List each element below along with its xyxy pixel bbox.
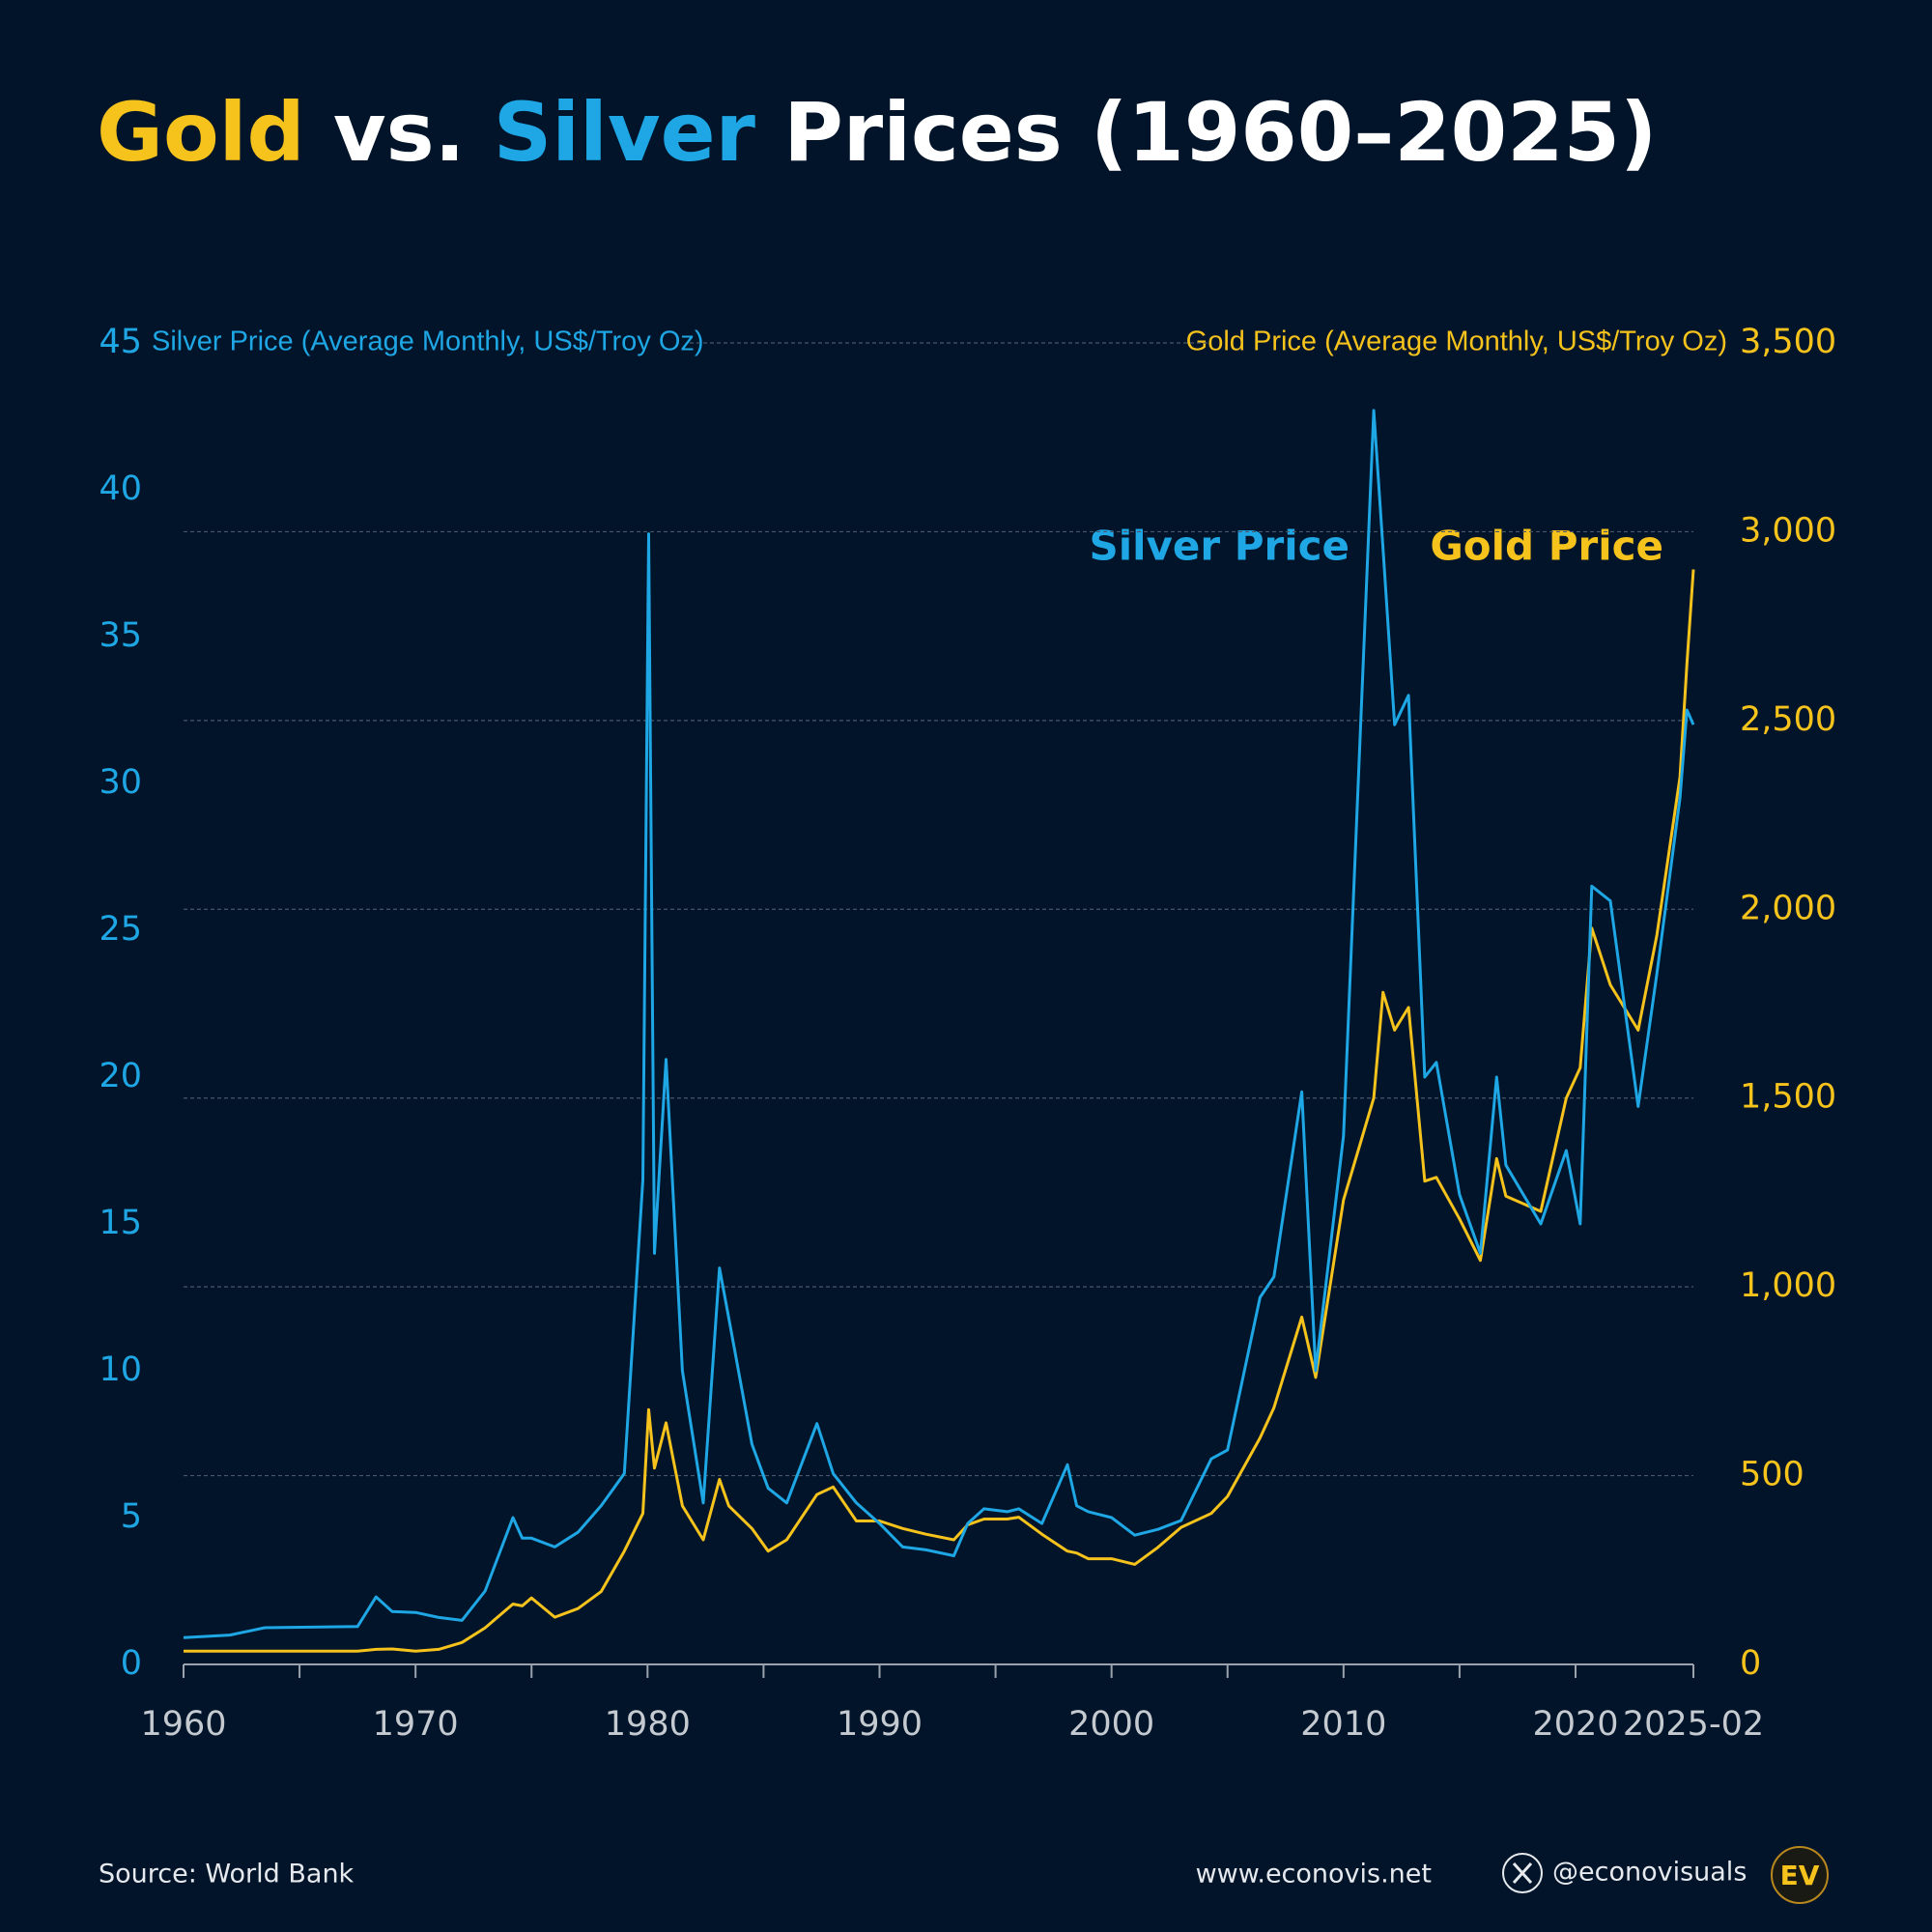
y-tick-label: 30 — [99, 763, 142, 802]
x-tick-label: 1980 — [605, 1705, 691, 1744]
y-tick-label: 20 — [99, 1057, 142, 1095]
y-tick-label: 45 — [99, 323, 142, 361]
title-part: Prices (1960–2025) — [755, 85, 1657, 180]
x-tick-label: 2010 — [1300, 1705, 1386, 1744]
source: Source: World Bank — [99, 1860, 355, 1889]
y2-tick-label: 3,000 — [1740, 511, 1836, 550]
y-tick-label: 5 — [121, 1497, 142, 1536]
y-axis-label: Silver Price (Average Monthly, US$/Troy … — [152, 327, 704, 357]
y2-tick-label: 1,500 — [1740, 1078, 1836, 1117]
x-tick-label: 2025-02 — [1623, 1705, 1764, 1744]
y-tick-label: 15 — [99, 1204, 142, 1242]
series-line — [184, 569, 1695, 1653]
y2-tick-label: 3,500 — [1740, 323, 1836, 361]
y2-axis-label: Gold Price (Average Monthly, US$/Troy Oz… — [1186, 327, 1727, 357]
y-tick-label: 35 — [99, 616, 142, 655]
website: www.econovis.net — [1196, 1860, 1432, 1889]
title-part: vs. — [305, 85, 494, 180]
x-tick-label: 2020 — [1532, 1705, 1618, 1744]
title-part: Silver — [494, 85, 756, 180]
y2-tick-label: 0 — [1740, 1644, 1761, 1683]
x-tick-label: 1970 — [373, 1705, 459, 1744]
y-tick-label: 10 — [99, 1350, 142, 1389]
series-line — [183, 409, 1695, 1639]
annotation: Silver Price — [1089, 523, 1350, 570]
x-tick-label: 1990 — [837, 1705, 923, 1744]
y2-tick-label: 500 — [1740, 1456, 1804, 1494]
x-icon — [1502, 1853, 1543, 1893]
y2-tick-label: 1,000 — [1740, 1266, 1836, 1305]
annotation: Gold Price — [1430, 523, 1663, 570]
logo-text: EV — [1780, 1860, 1820, 1891]
y-tick-label: 40 — [99, 469, 142, 508]
logo — [1771, 1846, 1829, 1904]
y2-tick-label: 2,500 — [1740, 700, 1836, 739]
x-tick-label: 2000 — [1068, 1705, 1154, 1744]
handle: @econovisuals — [1552, 1858, 1747, 1888]
title-part: Gold — [97, 85, 305, 180]
y-tick-label: 25 — [99, 910, 142, 949]
y2-tick-label: 2,000 — [1740, 889, 1836, 927]
chart-title: Gold vs. Silver Prices (1960–2025) — [97, 85, 1657, 180]
y-tick-label: 0 — [121, 1644, 142, 1683]
x-icon-glyph — [1512, 1861, 1533, 1885]
x-tick-label: 1960 — [140, 1705, 226, 1744]
